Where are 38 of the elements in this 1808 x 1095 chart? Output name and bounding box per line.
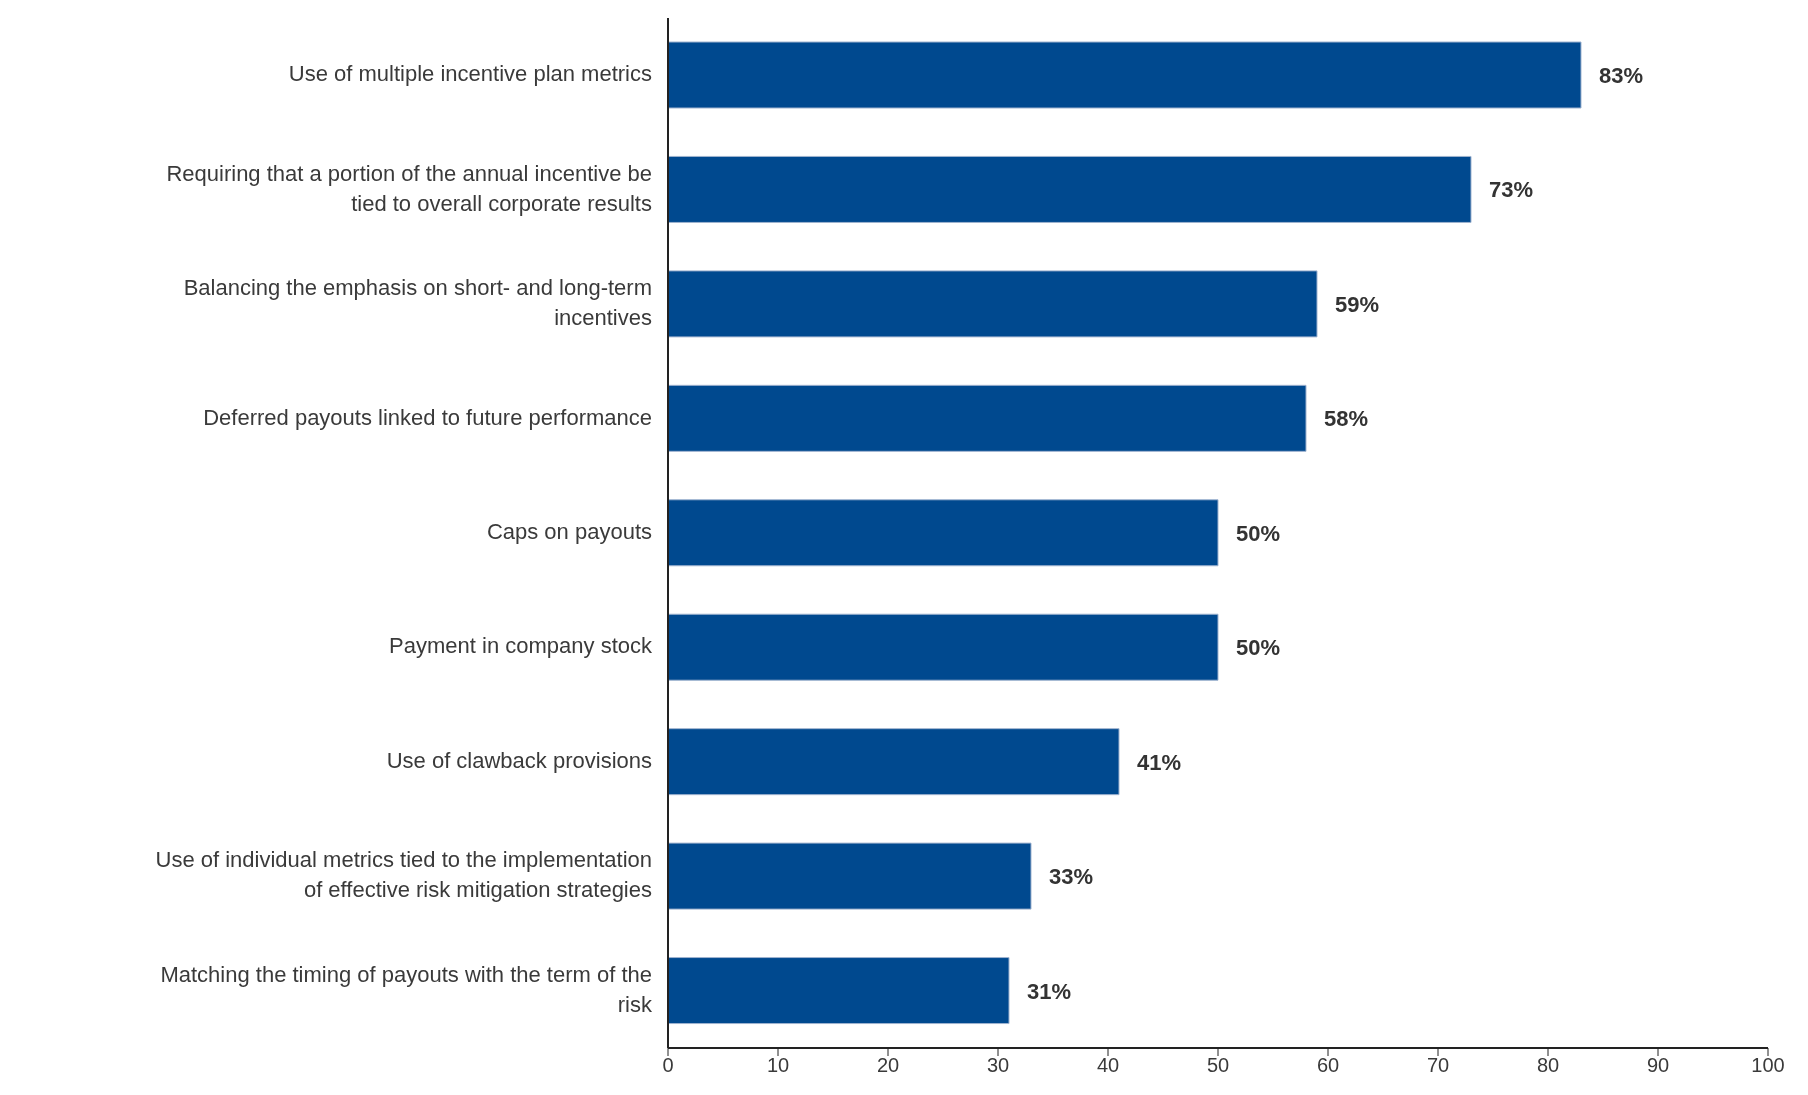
bar	[668, 728, 1120, 796]
x-tick-label: 80	[1536, 1054, 1560, 1077]
bar	[668, 384, 1307, 452]
data-label: 83%	[1599, 63, 1644, 88]
bar	[668, 613, 1219, 681]
bar	[668, 499, 1219, 567]
y-tick-label: Requiring that a portion of the annual incentive be tied to overall corporate results	[166, 160, 652, 216]
y-tick-label: Matching the timing of payouts with the term of the risk	[160, 961, 653, 1017]
y-tick-label: Deferred payouts linked to future performance	[203, 404, 652, 430]
bar	[668, 842, 1032, 910]
data-label: 33%	[1049, 864, 1094, 890]
x-tick-label: 100	[1751, 1054, 1785, 1077]
y-tick-label: Payment in company stock	[389, 633, 653, 659]
x-tick-label: 20	[876, 1054, 900, 1077]
bar	[668, 270, 1318, 338]
bar	[668, 41, 1582, 109]
data-label: 73%	[1489, 177, 1534, 203]
x-tick-label: 10	[766, 1054, 790, 1077]
x-tick-label: 30	[986, 1054, 1010, 1077]
x-tick-label: 0	[662, 1054, 674, 1077]
bar	[668, 155, 1472, 223]
y-tick-label: Use of clawback provisions	[386, 747, 652, 773]
x-tick-label: 60	[1316, 1054, 1340, 1077]
y-tick-label: Use of multiple incentive plan metrics	[288, 61, 652, 87]
data-label: 58%	[1324, 406, 1369, 432]
x-tick-label: 50	[1206, 1054, 1230, 1077]
data-label: 50%	[1236, 520, 1281, 546]
x-tick-label: 40	[1096, 1054, 1120, 1077]
y-tick-label: Caps on payouts	[486, 518, 652, 544]
y-tick-label: Balancing the emphasis on short- and long-term incentives	[183, 274, 652, 330]
data-label: 50%	[1236, 635, 1281, 661]
bar	[668, 957, 1010, 1025]
x-tick-label: 70	[1426, 1054, 1450, 1077]
y-tick-label: Use of individual metrics tied to the implementation of effective risk mitigation strategies	[155, 847, 652, 903]
data-label: 41%	[1137, 749, 1182, 775]
x-tick-label: 90	[1646, 1054, 1670, 1077]
data-label: 31%	[1027, 978, 1072, 1004]
data-label: 59%	[1335, 291, 1380, 317]
